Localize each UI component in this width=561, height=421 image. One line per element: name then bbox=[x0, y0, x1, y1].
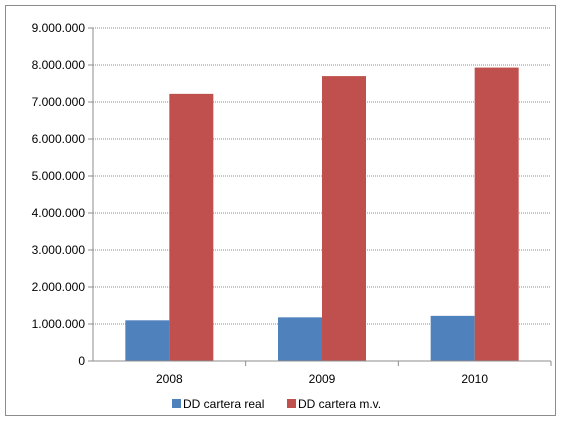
y-tick-label-5: 5.000.000 bbox=[32, 169, 86, 183]
bar-real-2010 bbox=[430, 315, 475, 361]
x-tick-label-2009: 2009 bbox=[309, 372, 336, 386]
legend-swatch-real bbox=[172, 399, 181, 408]
y-tick-label-0: 0 bbox=[78, 354, 85, 368]
y-tick-label-6: 6.000.000 bbox=[32, 132, 86, 146]
y-tick-label-4: 4.000.000 bbox=[32, 206, 86, 220]
y-tick-label-8: 8.000.000 bbox=[32, 58, 86, 72]
axes bbox=[88, 27, 552, 366]
x-tick-label-2010: 2010 bbox=[461, 372, 488, 386]
x-tick-label-2008: 2008 bbox=[156, 372, 183, 386]
y-tick-label-2: 2.000.000 bbox=[32, 280, 86, 294]
bar-mv-2010 bbox=[474, 67, 519, 361]
bar-mv-2009 bbox=[322, 76, 366, 361]
y-tick-label-3: 3.000.000 bbox=[32, 243, 86, 257]
y-tick-labels: 0 1.000.000 2.000.000 3.000.000 4.000.000 5.0… bbox=[32, 21, 86, 368]
bars bbox=[125, 67, 519, 362]
bar-real-2009 bbox=[278, 317, 322, 361]
bar-mv-2008 bbox=[169, 93, 214, 362]
legend-swatch-mv bbox=[287, 399, 296, 408]
legend-label-real: DD cartera real bbox=[183, 397, 264, 411]
y-tick-label-1: 1.000.000 bbox=[32, 317, 86, 331]
y-tick-label-7: 7.000.000 bbox=[32, 95, 86, 109]
x-tick-labels: 2008 2009 2010 bbox=[156, 372, 488, 386]
legend-label-mv: DD cartera m.v. bbox=[298, 397, 381, 411]
legend: DD cartera real DD cartera m.v. bbox=[172, 397, 381, 411]
y-tick-label-9: 9.000.000 bbox=[32, 21, 86, 35]
bar-real-2008 bbox=[125, 320, 170, 361]
